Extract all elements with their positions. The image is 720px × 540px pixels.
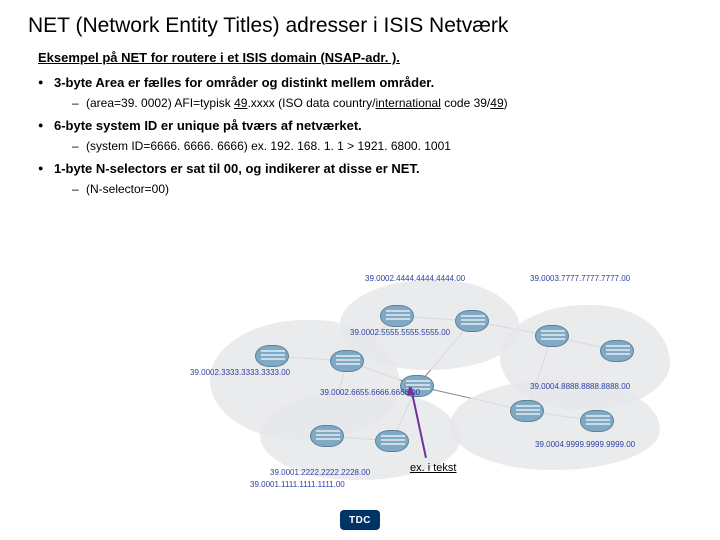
bullet-list: 3-byte Area er fælles for områder og dis…	[38, 75, 692, 196]
cloud-shape	[340, 280, 520, 370]
slide-title: NET (Network Entity Titles) adresser i I…	[28, 14, 692, 38]
tdc-logo-text: TDC	[349, 515, 371, 526]
bullet-2-sub: (system ID=6666. 6666. 6666) ex. 192. 16…	[72, 139, 692, 153]
router-icon	[455, 310, 489, 332]
router-icon	[510, 400, 544, 422]
bullet-3-text: 1-byte N-selectors er sat til 00, og ind…	[54, 161, 420, 176]
bullet-2-text: 6-byte system ID er unique på tværs af n…	[54, 118, 362, 133]
bullet-1: 3-byte Area er fælles for områder og dis…	[38, 75, 692, 110]
net-address-label: 39.0001.1111.1111.1111.00	[250, 480, 345, 489]
slide-subtitle: Eksempel på NET for routere i et ISIS do…	[38, 50, 692, 65]
cloud-shape	[450, 380, 660, 470]
router-icon	[600, 340, 634, 362]
router-icon	[375, 430, 409, 452]
bullet-3-sub: (N-selector=00)	[72, 182, 692, 196]
router-icon	[255, 345, 289, 367]
net-address-label: 39.0002.4444.4444.4444.00	[365, 274, 465, 283]
net-address-label: 39.0002.3333.3333.3333.00	[190, 368, 290, 377]
router-icon	[380, 305, 414, 327]
bullet-2: 6-byte system ID er unique på tværs af n…	[38, 118, 692, 153]
router-icon	[580, 410, 614, 432]
network-diagram: 39.0002.4444.4444.4444.0039.0003.7777.77…	[200, 280, 680, 480]
net-address-label: 39.0004.8888.8888.8888.00	[530, 382, 630, 391]
bullet-1-text: 3-byte Area er fælles for områder og dis…	[54, 75, 434, 90]
router-icon	[310, 425, 344, 447]
tdc-logo: TDC	[340, 510, 380, 530]
router-icon	[330, 350, 364, 372]
router-icon	[535, 325, 569, 347]
arrow-head-icon	[405, 385, 415, 395]
bullet-1-sub: (area=39. 0002) AFI=typisk 49.xxxx (ISO …	[72, 96, 692, 110]
net-address-label: 39.0004.9999.9999.9999.00	[535, 440, 635, 449]
net-address-label: 39.0001.2222.2222.2228.00	[270, 468, 370, 477]
net-address-label: 39.0003.7777.7777.7777.00	[530, 274, 630, 283]
net-address-label: 39.0002.5555.5555.5555.00	[350, 328, 450, 337]
example-link[interactable]: ex. i tekst	[410, 462, 456, 474]
bullet-3: 1-byte N-selectors er sat til 00, og ind…	[38, 161, 692, 196]
